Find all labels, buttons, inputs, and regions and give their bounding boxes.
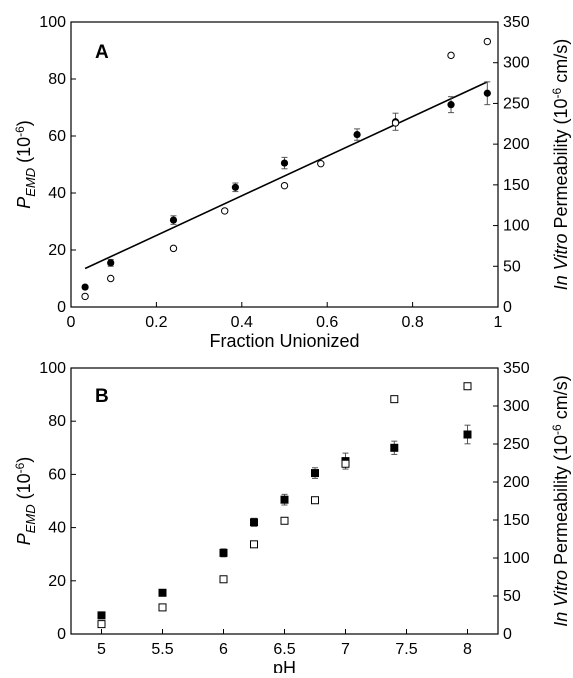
panel-label: B [95,386,109,407]
x-tick-label: 0.6 [316,314,338,331]
data-point-filled-square [97,611,106,620]
x-tick-label: 7 [341,641,350,658]
y-left-tick-label: 0 [57,626,66,643]
x-tick-label: 0.8 [401,314,423,331]
data-point-open-square [390,395,399,404]
data-point-open-circle [447,51,455,60]
data-point-filled-circle [483,89,491,97]
y-right-tick-label: 200 [503,136,530,153]
data-point-open-circle [483,37,492,46]
chart-panel-b: 5 5.5 6 6.5 7 7.5 8020406080100050100150200250… [13,360,571,678]
y-right-tick-label: 250 [503,95,530,112]
data-point-filled-circle [169,216,178,224]
y-left-tick-label: 60 [48,466,66,483]
y-right-tick-label: 100 [503,550,530,567]
data-point-open-square [280,516,289,525]
data-point-open-circle [169,244,178,253]
x-tick-label: 7.5 [395,641,417,658]
data-point-open-circle [107,274,115,283]
data-point-open-circle [221,207,229,215]
chart-panel-a: 0 0.2 0.4 0.6 0.8 102040608010005010015020025… [13,14,571,351]
data-point-open-circle [317,159,325,168]
data-point-open-square [463,382,472,391]
data-point-filled-square [463,430,472,439]
data-point-filled-square [311,469,319,478]
y-right-tick-label: 200 [503,474,530,491]
y-left-axis-title: PEMD (10-6) [13,120,38,209]
x-axis-title: pH [273,658,296,673]
y-right-tick-label: 350 [503,14,530,31]
y-left-tick-label: 80 [48,71,66,88]
data-point-filled-circle [81,283,89,291]
y-left-tick-label: 100 [39,14,66,31]
x-tick-label: 0.2 [145,314,167,331]
y-right-tick-label: 100 [503,218,530,235]
plot-frame [70,21,499,308]
data-point-filled-circle [107,259,115,267]
y-right-axis-title: In Vitro Permeability (10-6 cm/s) [550,375,571,626]
data-point-filled-square [219,548,228,557]
data-point-filled-square [390,443,399,452]
data-point-open-circle [391,119,400,127]
y-left-tick-label: 40 [48,185,66,202]
data-point-filled-circle [231,183,239,191]
data-point-filled-square [250,518,258,527]
y-right-tick-label: 50 [503,588,521,605]
y-left-tick-label: 100 [39,360,66,377]
y-left-tick-label: 20 [48,573,66,590]
data-point-filled-square [158,588,167,597]
data-point-open-square [219,575,228,584]
x-tick-label: 6.5 [273,641,295,658]
x-tick-label: 8 [463,641,472,658]
data-point-open-square [250,540,258,549]
x-tick-label: 1 [494,314,503,331]
data-point-open-square [311,496,319,505]
data-point-open-square [158,603,167,612]
x-axis-title: Fraction Unionized [209,331,359,351]
y-right-tick-label: 300 [503,55,530,72]
data-point-open-square [97,620,106,629]
data-point-filled-circle [447,101,455,109]
y-left-tick-label: 40 [48,520,66,537]
x-tick-label: 0 [67,314,76,331]
y-right-tick-label: 150 [503,177,530,194]
y-left-tick-label: 0 [57,299,66,316]
x-tick-label: 0.4 [231,314,253,331]
y-left-tick-label: 20 [48,242,66,259]
y-right-tick-label: 300 [503,398,530,415]
y-left-tick-label: 60 [48,128,66,145]
y-right-tick-label: 150 [503,512,530,529]
x-tick-label: 6 [219,641,228,658]
y-right-tick-label: 350 [503,360,530,377]
data-point-open-circle [81,292,89,301]
y-left-axis-title: PEMD (10-6) [13,457,38,546]
y-right-tick-label: 0 [503,299,512,316]
data-point-open-square [341,459,350,468]
x-tick-label: 5.5 [151,641,173,658]
data-point-filled-circle [353,130,361,139]
x-tick-label: 5 [97,641,106,658]
fit-line [84,81,488,270]
panel-label: A [95,42,109,63]
y-right-tick-label: 50 [503,258,521,275]
y-right-axis-title: In Vitro Permeability (10-6 cm/s) [550,39,571,290]
data-point-filled-square [280,495,289,504]
data-point-open-circle [280,181,289,190]
y-right-tick-label: 250 [503,436,530,453]
y-right-tick-label: 0 [503,626,512,643]
data-point-filled-circle [280,159,289,167]
y-left-tick-label: 80 [48,413,66,430]
